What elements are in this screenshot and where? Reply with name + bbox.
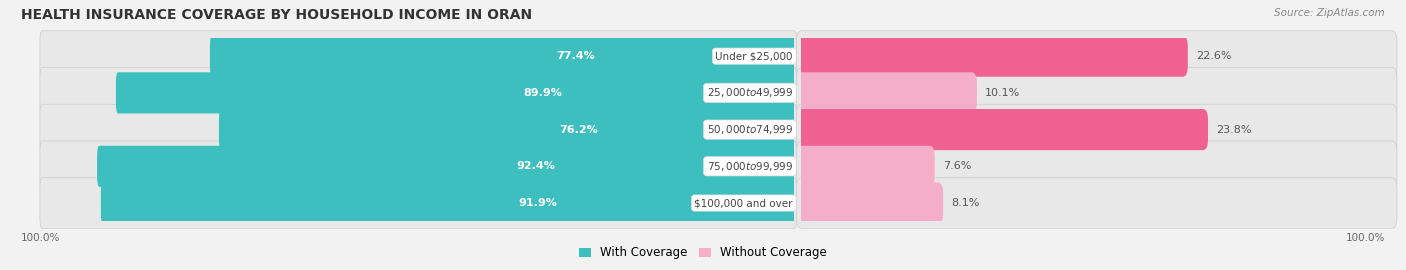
Text: 89.9%: 89.9% [523,88,562,98]
Legend: With Coverage, Without Coverage: With Coverage, Without Coverage [574,242,832,264]
Text: $75,000 to $99,999: $75,000 to $99,999 [707,160,793,173]
FancyBboxPatch shape [39,141,797,192]
FancyBboxPatch shape [796,104,1398,155]
Text: 7.6%: 7.6% [943,161,972,171]
Text: 8.1%: 8.1% [952,198,980,208]
FancyBboxPatch shape [39,31,797,82]
Text: 10.1%: 10.1% [986,88,1021,98]
Text: Under $25,000: Under $25,000 [716,51,793,61]
FancyBboxPatch shape [39,104,797,155]
Text: $100,000 and over: $100,000 and over [695,198,793,208]
FancyBboxPatch shape [796,183,943,224]
FancyBboxPatch shape [796,72,977,113]
FancyBboxPatch shape [796,31,1398,82]
Text: 77.4%: 77.4% [557,51,595,61]
FancyBboxPatch shape [39,178,797,228]
FancyBboxPatch shape [209,36,797,77]
FancyBboxPatch shape [115,72,797,113]
Text: 100.0%: 100.0% [1346,233,1385,243]
Text: 92.4%: 92.4% [516,161,555,171]
FancyBboxPatch shape [101,183,797,224]
FancyBboxPatch shape [219,109,797,150]
FancyBboxPatch shape [796,109,1208,150]
FancyBboxPatch shape [796,141,1398,192]
Text: 23.8%: 23.8% [1216,124,1251,135]
Text: Source: ZipAtlas.com: Source: ZipAtlas.com [1274,8,1385,18]
FancyBboxPatch shape [796,178,1398,228]
FancyBboxPatch shape [796,146,935,187]
Text: 76.2%: 76.2% [560,124,598,135]
FancyBboxPatch shape [97,146,797,187]
Text: $25,000 to $49,999: $25,000 to $49,999 [707,86,793,99]
Text: $50,000 to $74,999: $50,000 to $74,999 [707,123,793,136]
Text: HEALTH INSURANCE COVERAGE BY HOUSEHOLD INCOME IN ORAN: HEALTH INSURANCE COVERAGE BY HOUSEHOLD I… [21,8,533,22]
Text: 100.0%: 100.0% [21,233,60,243]
FancyBboxPatch shape [796,68,1398,118]
Text: 91.9%: 91.9% [517,198,557,208]
FancyBboxPatch shape [796,36,1188,77]
Text: 22.6%: 22.6% [1197,51,1232,61]
FancyBboxPatch shape [39,68,797,118]
